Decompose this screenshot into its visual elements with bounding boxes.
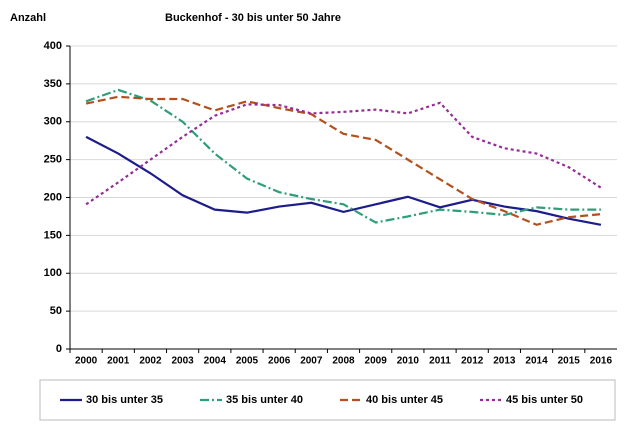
chart-title: Buckenhof - 30 bis unter 50 Jahre <box>165 12 341 24</box>
y-tick-label: 400 <box>44 40 62 52</box>
y-tick-label: 350 <box>44 78 62 90</box>
series-line <box>85 135 602 226</box>
legend-label: 45 bis unter 50 <box>506 394 583 406</box>
x-tick-label: 2000 <box>75 356 98 367</box>
x-tick-label: 2002 <box>139 356 162 367</box>
legend-label: 30 bis unter 35 <box>86 394 163 406</box>
x-tick-label: 2013 <box>493 356 516 367</box>
x-tick-label: 2007 <box>300 356 323 367</box>
x-tick-label: 2001 <box>107 356 130 367</box>
series-line <box>85 88 601 224</box>
y-tick-label: 200 <box>44 191 62 203</box>
y-tick-label: 250 <box>44 154 62 166</box>
y-tick-label: 100 <box>44 267 62 279</box>
legend-box <box>39 379 616 421</box>
y-tick-label: 0 <box>56 343 62 355</box>
x-tick-label: 2005 <box>236 356 259 367</box>
legend-label: 35 bis unter 40 <box>226 394 303 406</box>
series-line <box>85 95 602 226</box>
y-tick-label: 300 <box>44 116 62 128</box>
x-tick-label: 2016 <box>590 356 613 367</box>
x-tick-label: 2012 <box>461 356 484 367</box>
x-tick-label: 2015 <box>558 356 581 367</box>
y-axis-label: Anzahl <box>10 12 46 24</box>
x-tick-label: 2006 <box>268 356 291 367</box>
x-tick-label: 2009 <box>365 356 388 367</box>
x-tick-label: 2003 <box>171 356 194 367</box>
series-line <box>85 101 602 206</box>
x-tick-label: 2004 <box>204 356 227 367</box>
x-tick-label: 2011 <box>429 356 451 367</box>
y-tick-label: 150 <box>44 229 62 241</box>
x-tick-label: 2014 <box>525 356 548 367</box>
y-tick-label: 50 <box>50 305 62 317</box>
legend-label: 40 bis unter 45 <box>366 394 443 406</box>
x-tick-label: 2010 <box>397 356 420 367</box>
x-tick-label: 2008 <box>332 356 355 367</box>
